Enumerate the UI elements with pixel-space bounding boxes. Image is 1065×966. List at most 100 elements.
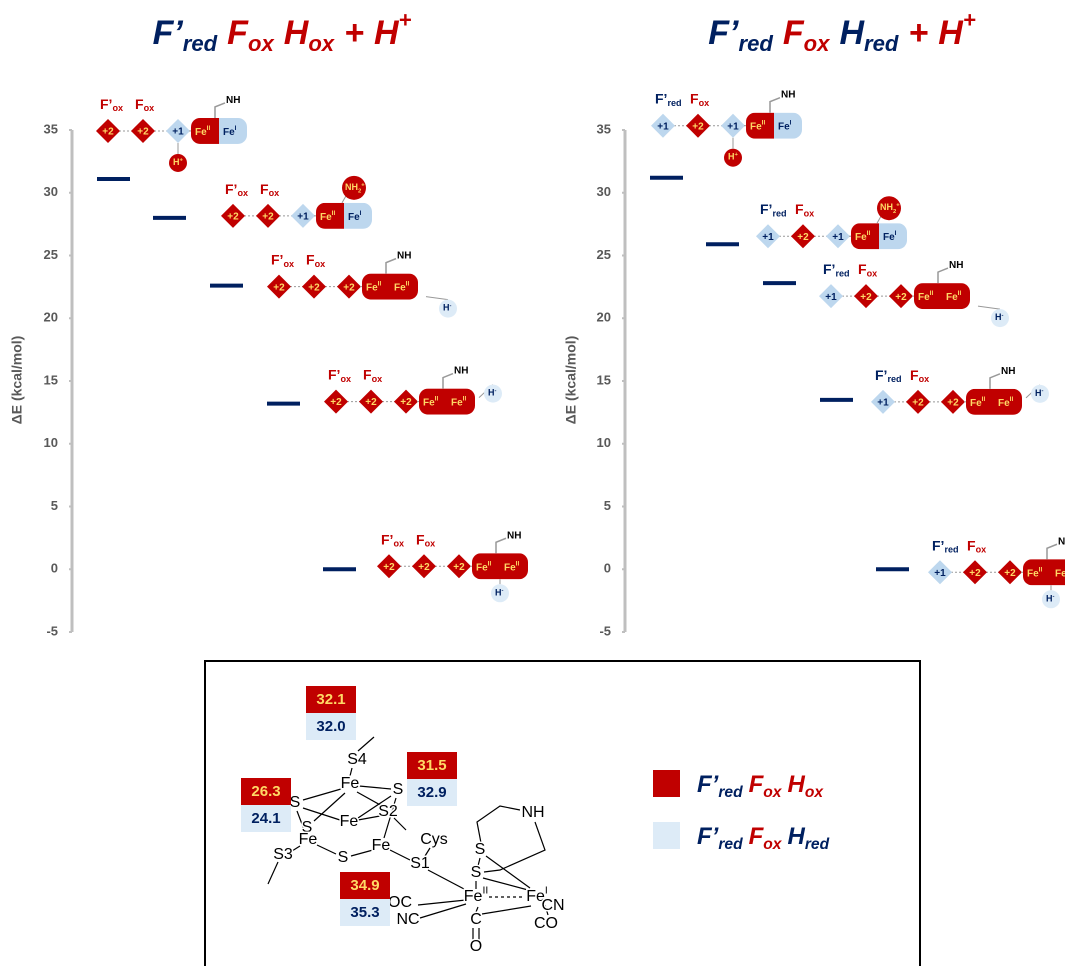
text-part: ox — [340, 374, 351, 384]
cluster-label: Fox — [260, 181, 279, 199]
y-axis-label: ΔE (kcal/mol) — [9, 336, 25, 425]
site-value: 24.1 — [251, 810, 280, 827]
text-part: S2 — [378, 803, 398, 820]
atom-label: NH — [521, 804, 544, 821]
text-part: Fe — [195, 127, 207, 138]
text-part: Cys — [420, 831, 448, 848]
text-part: ox — [976, 545, 987, 555]
fe-label: FeI — [348, 210, 362, 223]
amine-bond — [215, 103, 225, 118]
text-part: + — [361, 182, 365, 188]
text-part: NH — [454, 365, 468, 376]
text-part: II — [435, 395, 439, 402]
text-part: Fe — [348, 211, 360, 222]
text-part: ox — [144, 104, 155, 114]
text-part: II — [378, 280, 382, 287]
cluster-charge: +2 — [227, 211, 239, 222]
text-part: F’ — [760, 201, 772, 217]
text-part: S — [290, 794, 301, 811]
amine-label: NH — [1001, 365, 1015, 376]
atom-label: Cys — [420, 831, 448, 848]
text-part: NH — [781, 89, 795, 100]
text-part: Fe — [918, 292, 930, 303]
cluster-charge: +2 — [262, 211, 274, 222]
text-part: ox — [269, 188, 280, 198]
text-part: ox — [804, 209, 815, 219]
text-part: NH — [345, 182, 358, 192]
atom-label: O — [470, 938, 482, 955]
text-part: ox — [315, 259, 326, 269]
cluster-label: Fox — [858, 261, 877, 279]
text-part: ox — [763, 836, 783, 853]
cluster-label: F’red — [932, 537, 959, 555]
text-part: - — [450, 303, 452, 309]
atom-label: NC — [396, 911, 419, 928]
text-part: NH — [1001, 365, 1015, 376]
atom-label: Fe — [372, 837, 391, 854]
cluster-label: F’ox — [328, 366, 351, 384]
cluster-charge: +2 — [692, 121, 704, 132]
amine-label: NH — [226, 95, 240, 106]
text-part: + — [735, 152, 739, 158]
cluster-label: F’red — [760, 201, 787, 219]
y-tick-label: 20 — [44, 310, 58, 325]
page: F’redFoxHox+H+-505101520253035ΔE (kcal/m… — [0, 0, 1065, 966]
text-part: Fe — [1027, 568, 1039, 579]
atom-label: S — [475, 841, 486, 858]
text-part: + — [180, 157, 184, 163]
cluster-charge: +1 — [727, 121, 739, 132]
cluster-label: Fox — [135, 96, 154, 114]
text-part: Fe — [366, 282, 378, 293]
amine-bond — [877, 216, 881, 223]
text-part: F’ — [655, 90, 667, 106]
cluster-charge: +2 — [969, 568, 981, 579]
atom-label: S — [471, 864, 482, 881]
chart-title: F’redFoxHred+H+ — [708, 7, 976, 56]
text-part: II — [207, 125, 211, 132]
cluster-charge: +1 — [832, 232, 844, 243]
y-tick-label: 0 — [51, 561, 58, 576]
atom-label: FeII — [464, 885, 488, 905]
text-part: F’ — [271, 251, 283, 267]
text-part: NH — [397, 250, 411, 261]
text-part: Fe — [320, 211, 332, 222]
text-part: ox — [372, 374, 383, 384]
text-part: F’ — [708, 14, 739, 52]
atom-label: S — [290, 794, 301, 811]
fe-label: FeI — [778, 119, 792, 132]
text-part: red — [864, 31, 899, 56]
atom-label: S2 — [378, 803, 398, 820]
text-part: II — [1010, 396, 1014, 403]
text-part: II — [488, 560, 492, 567]
cluster-charge: +2 — [453, 562, 465, 573]
amine-bond — [990, 374, 1000, 389]
text-part: F’ — [100, 96, 112, 112]
amine-bond — [443, 374, 453, 389]
text-part: ox — [425, 539, 436, 549]
text-part: II — [982, 396, 986, 403]
text-part: ox — [867, 269, 878, 279]
text-part: - — [495, 388, 497, 394]
atom-label: CN — [541, 897, 564, 914]
amine-label: NH — [949, 260, 963, 271]
cluster-charge: +2 — [860, 292, 872, 303]
cluster-label: F’red — [875, 367, 902, 385]
text-part: red — [835, 269, 849, 279]
text-part: NH — [949, 260, 963, 271]
atom-label: Fe — [340, 813, 359, 830]
text-part: F’ — [381, 531, 393, 547]
text-part: II — [762, 119, 766, 126]
text-part: Fe — [299, 831, 318, 848]
atom-label: Fe — [299, 831, 318, 848]
text-part: red — [667, 98, 681, 108]
text-part: Fe — [223, 127, 235, 138]
legend-label: F’redFoxHred — [697, 823, 830, 853]
cluster-label: F’ox — [225, 181, 248, 199]
amine-label: NH — [781, 89, 795, 100]
figure: F’redFoxHox+H+-505101520253035ΔE (kcal/m… — [0, 0, 1065, 966]
cluster-charge: +2 — [308, 282, 320, 293]
text-part: Fe — [341, 775, 360, 792]
cluster-charge: +2 — [1004, 568, 1016, 579]
text-part: H — [284, 14, 310, 52]
text-part: - — [1042, 388, 1044, 394]
